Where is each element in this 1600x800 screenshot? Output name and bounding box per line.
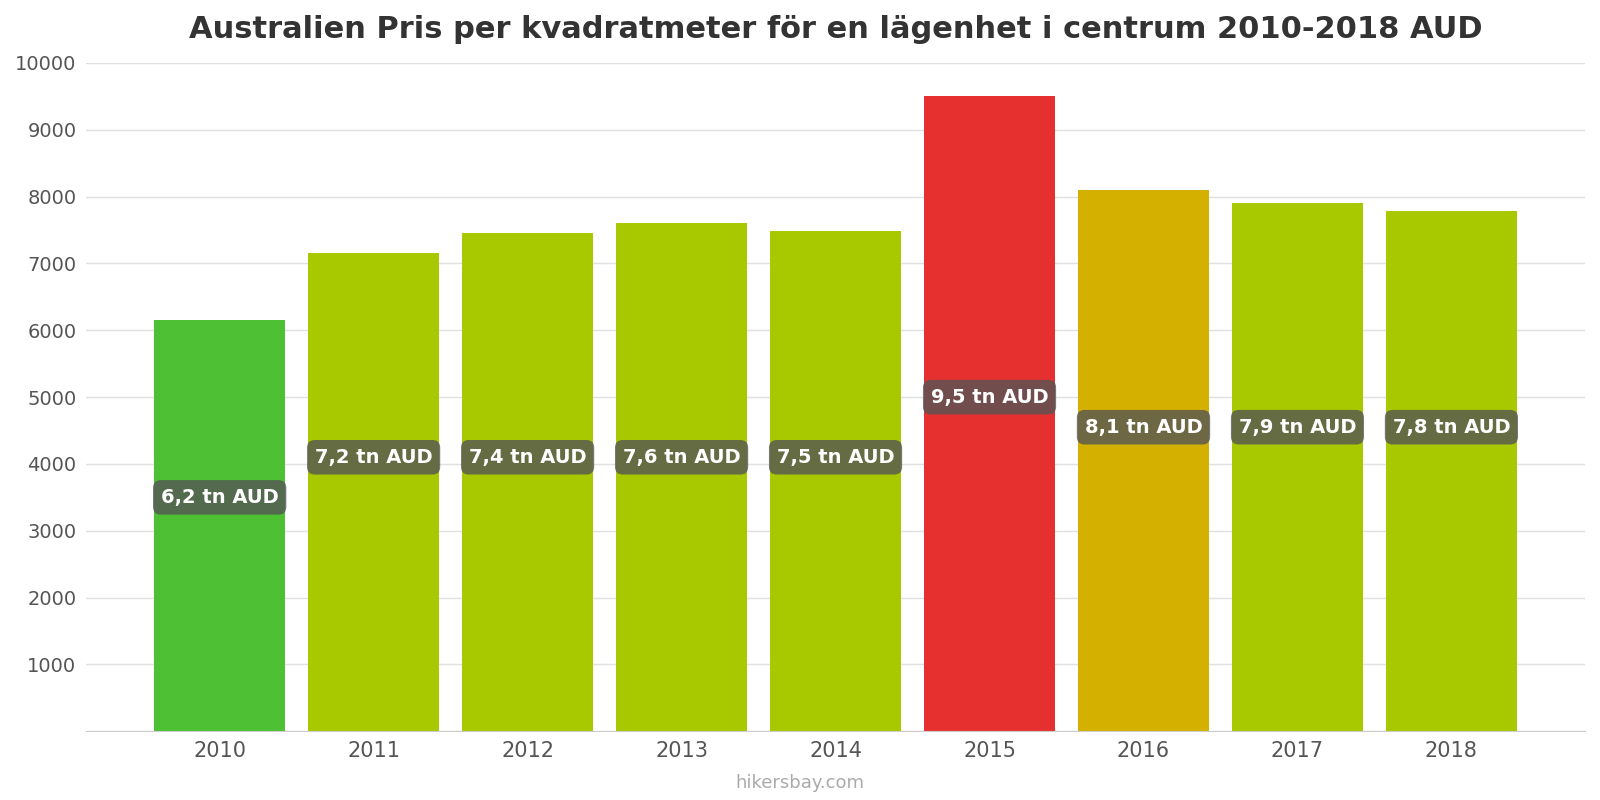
Bar	[770, 231, 901, 731]
Bar	[1232, 203, 1363, 731]
Bar	[309, 254, 438, 731]
Text: 9,5 tn AUD: 9,5 tn AUD	[931, 388, 1048, 406]
Bar	[1078, 190, 1210, 731]
Text: hikersbay.com: hikersbay.com	[736, 774, 864, 792]
Text: 8,1 tn AUD: 8,1 tn AUD	[1085, 418, 1202, 437]
Text: 6,2 tn AUD: 6,2 tn AUD	[160, 488, 278, 507]
Bar	[925, 97, 1054, 731]
Bar	[154, 320, 285, 731]
Text: 7,6 tn AUD: 7,6 tn AUD	[622, 448, 741, 466]
Title: Australien Pris per kvadratmeter för en lägenhet i centrum 2010-2018 AUD: Australien Pris per kvadratmeter för en …	[189, 15, 1482, 44]
Bar	[462, 234, 594, 731]
Text: 7,2 tn AUD: 7,2 tn AUD	[315, 448, 432, 466]
Text: 7,5 tn AUD: 7,5 tn AUD	[776, 448, 894, 466]
Text: 7,8 tn AUD: 7,8 tn AUD	[1392, 418, 1510, 437]
Text: 7,9 tn AUD: 7,9 tn AUD	[1238, 418, 1357, 437]
Text: 7,4 tn AUD: 7,4 tn AUD	[469, 448, 587, 466]
Bar	[1386, 211, 1517, 731]
Bar	[616, 223, 747, 731]
